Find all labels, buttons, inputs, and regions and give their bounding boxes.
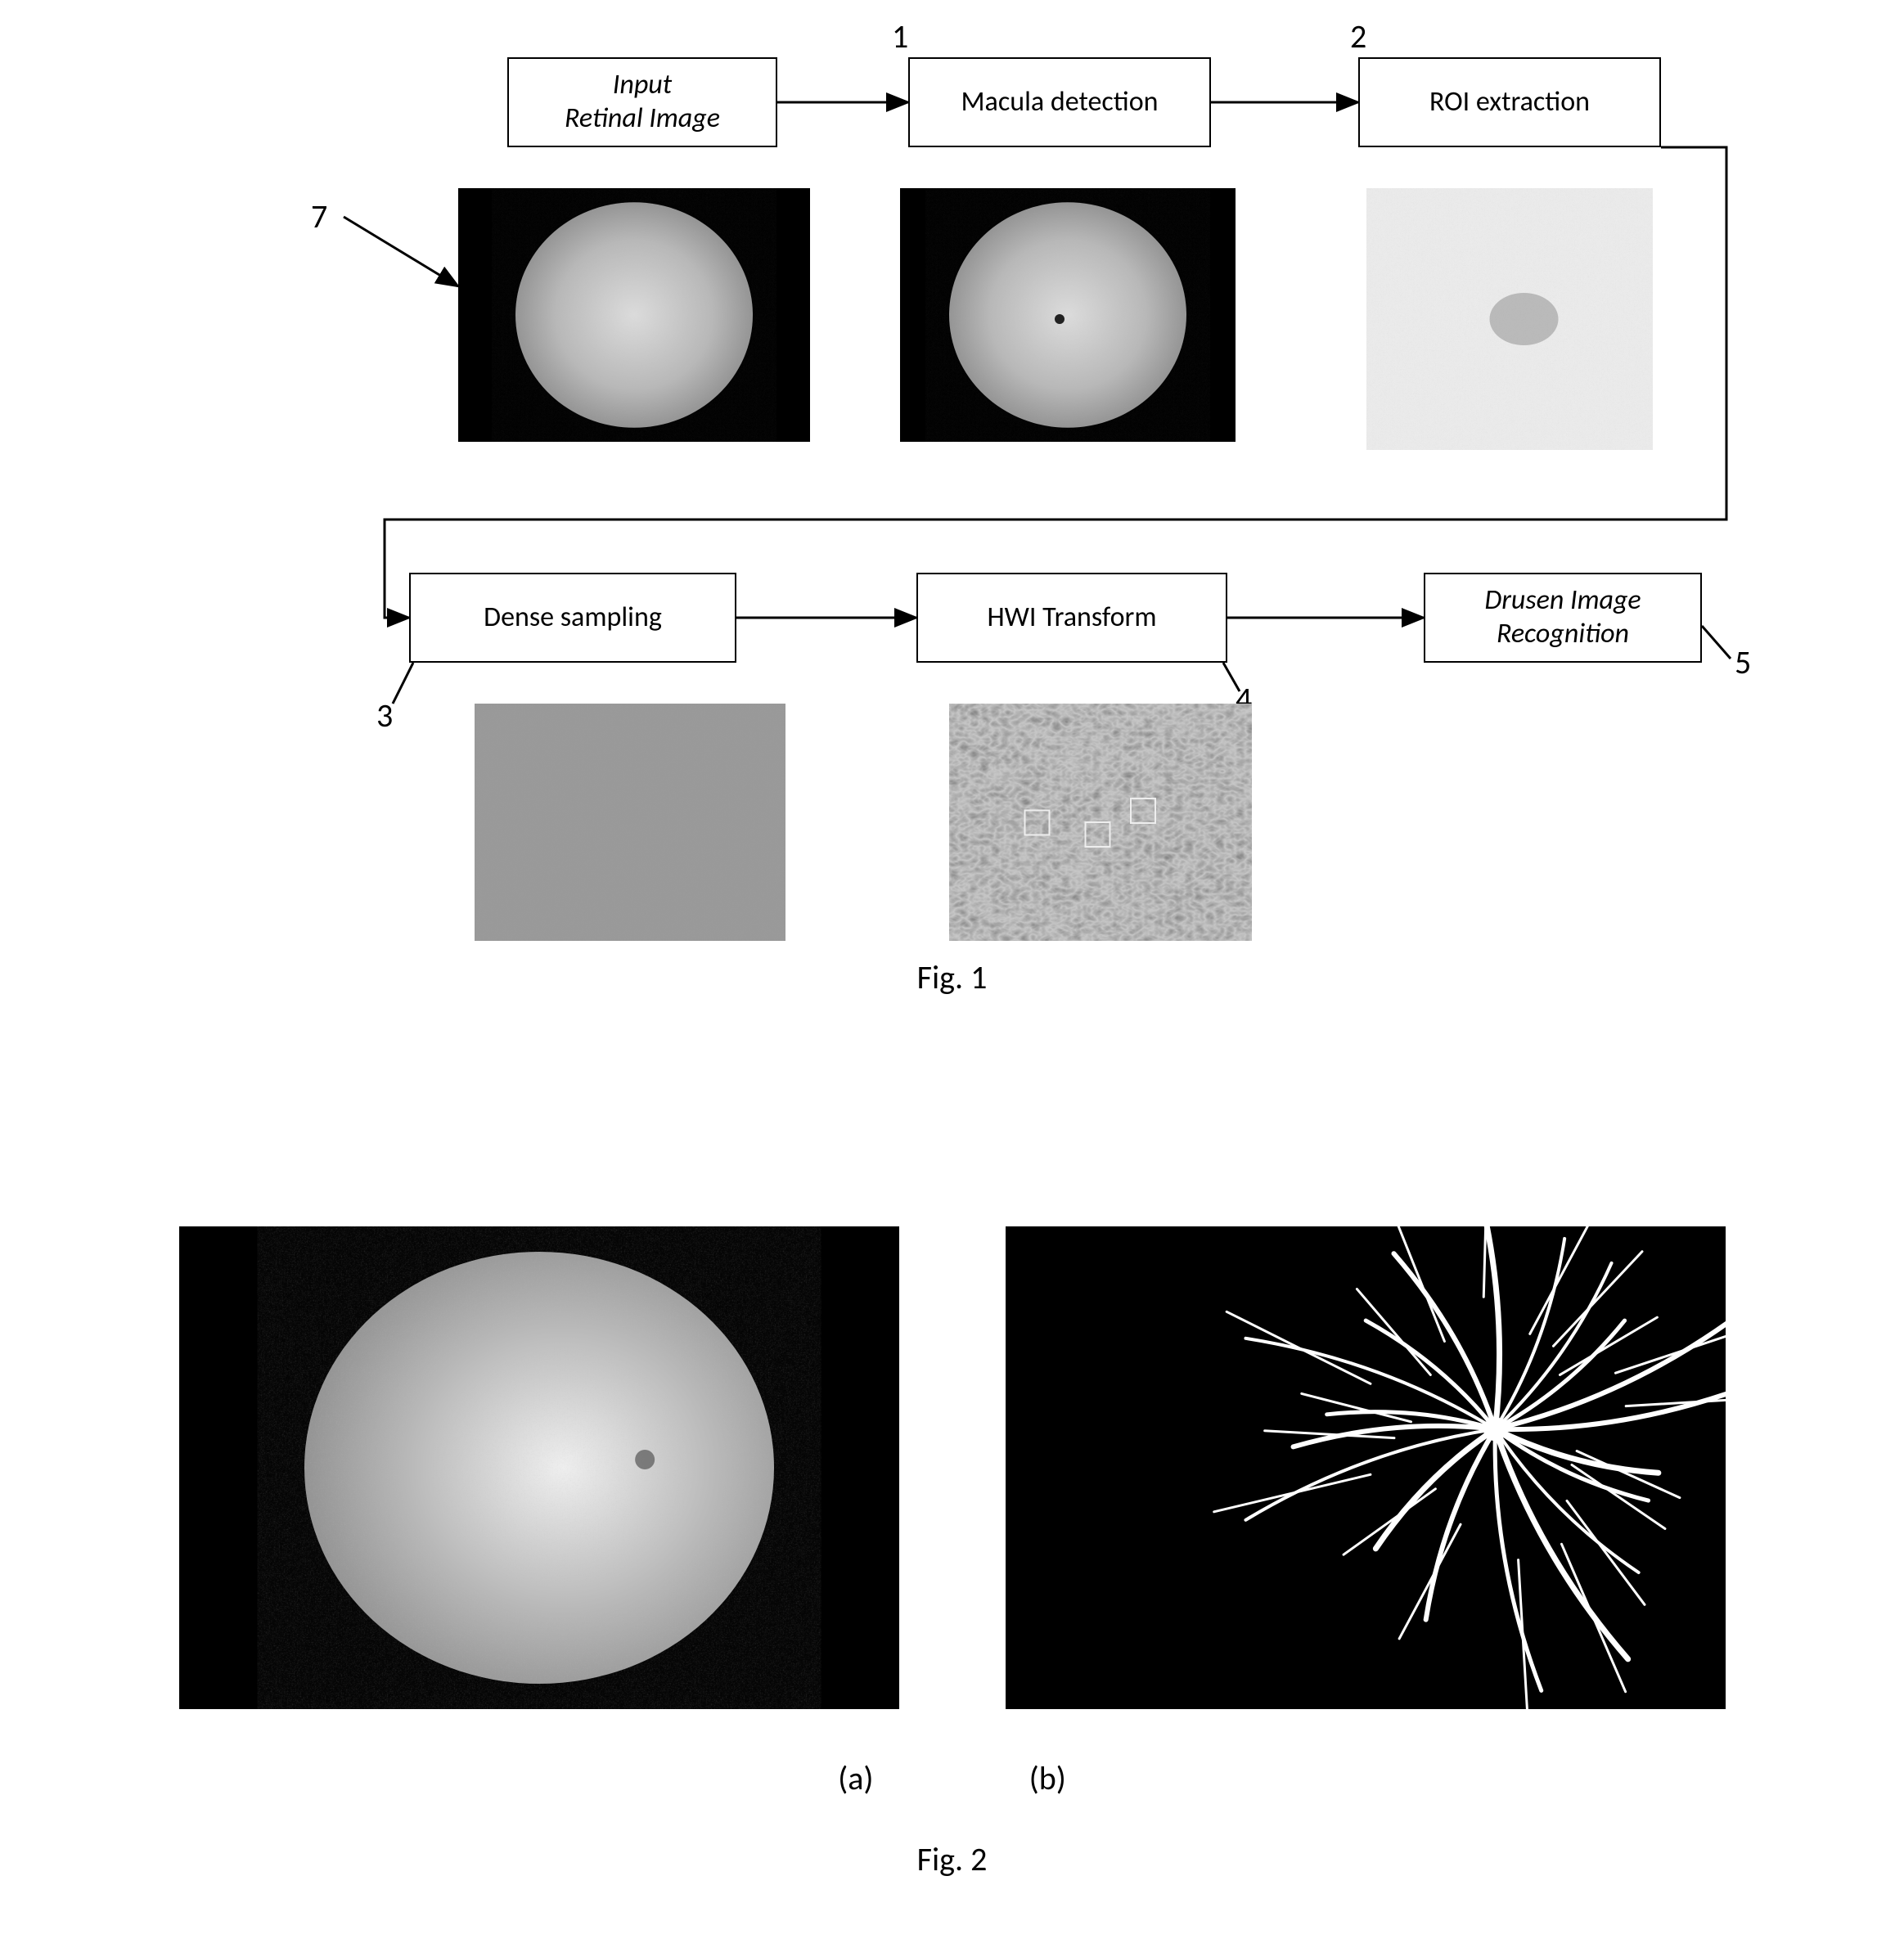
box-label: HWI Transform	[987, 601, 1156, 635]
figure-2-panel-b	[1006, 1226, 1726, 1709]
figure-1: InputRetinal Image Macula detection ROI …	[33, 33, 1871, 933]
callout-3: 3	[376, 695, 393, 736]
panel-roi-image	[1366, 188, 1653, 450]
box-hwi-transform: HWI Transform	[916, 573, 1227, 663]
box-label: Dense sampling	[484, 601, 662, 635]
box-input-retinal-image: InputRetinal Image	[507, 57, 777, 147]
box-dense-sampling: Dense sampling	[409, 573, 736, 663]
figure-2: (a) (b) Fig. 2	[33, 1226, 1871, 1879]
callout-2: 2	[1350, 16, 1366, 56]
figure-2-label-a: (a)	[838, 1758, 873, 1798]
panel-input-image	[458, 188, 810, 442]
box-label: InputRetinal Image	[565, 69, 720, 136]
box-roi-extraction: ROI extraction	[1358, 57, 1661, 147]
figure-1-caption: Fig. 1	[33, 957, 1871, 997]
figure-2-panel-a	[179, 1226, 899, 1709]
callout-7: 7	[311, 196, 327, 236]
callout-1: 1	[892, 16, 908, 56]
figure-2-label-b: (b)	[1029, 1758, 1066, 1798]
box-drusen-recognition: Drusen ImageRecognition	[1424, 573, 1702, 663]
panel-macula-image	[900, 188, 1236, 442]
callout-5: 5	[1735, 642, 1751, 682]
panel-hwi-image	[949, 704, 1252, 941]
box-macula-detection: Macula detection	[908, 57, 1211, 147]
panel-dense-image	[475, 704, 785, 941]
box-label: ROI extraction	[1429, 86, 1590, 119]
box-label: Drusen ImageRecognition	[1484, 584, 1641, 651]
figure-2-caption: Fig. 2	[33, 1839, 1871, 1879]
box-label: Macula detection	[961, 86, 1158, 119]
page: InputRetinal Image Macula detection ROI …	[33, 33, 1871, 1879]
